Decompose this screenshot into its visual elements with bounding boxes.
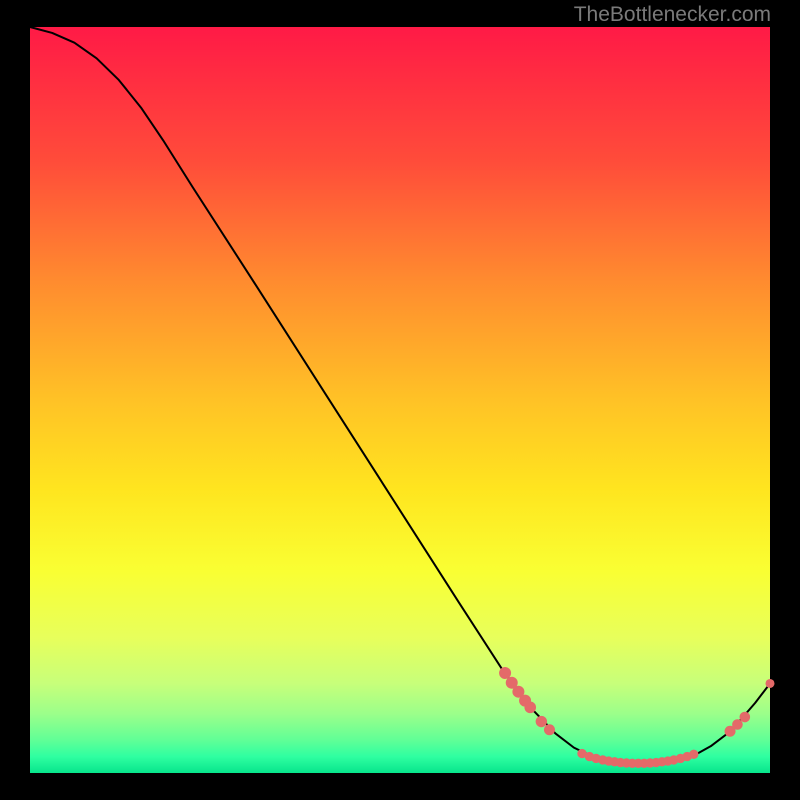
marker-dot (766, 679, 775, 688)
marker-dot (740, 712, 751, 723)
marker-dot (544, 724, 555, 735)
marker-dot (524, 702, 536, 714)
marker-dot (499, 667, 511, 679)
plot-background (30, 27, 770, 773)
marker-dot (536, 716, 547, 727)
bottleneck-chart (0, 0, 800, 800)
marker-dot (689, 750, 698, 759)
chart-stage: TheBottlenecker.com (0, 0, 800, 800)
